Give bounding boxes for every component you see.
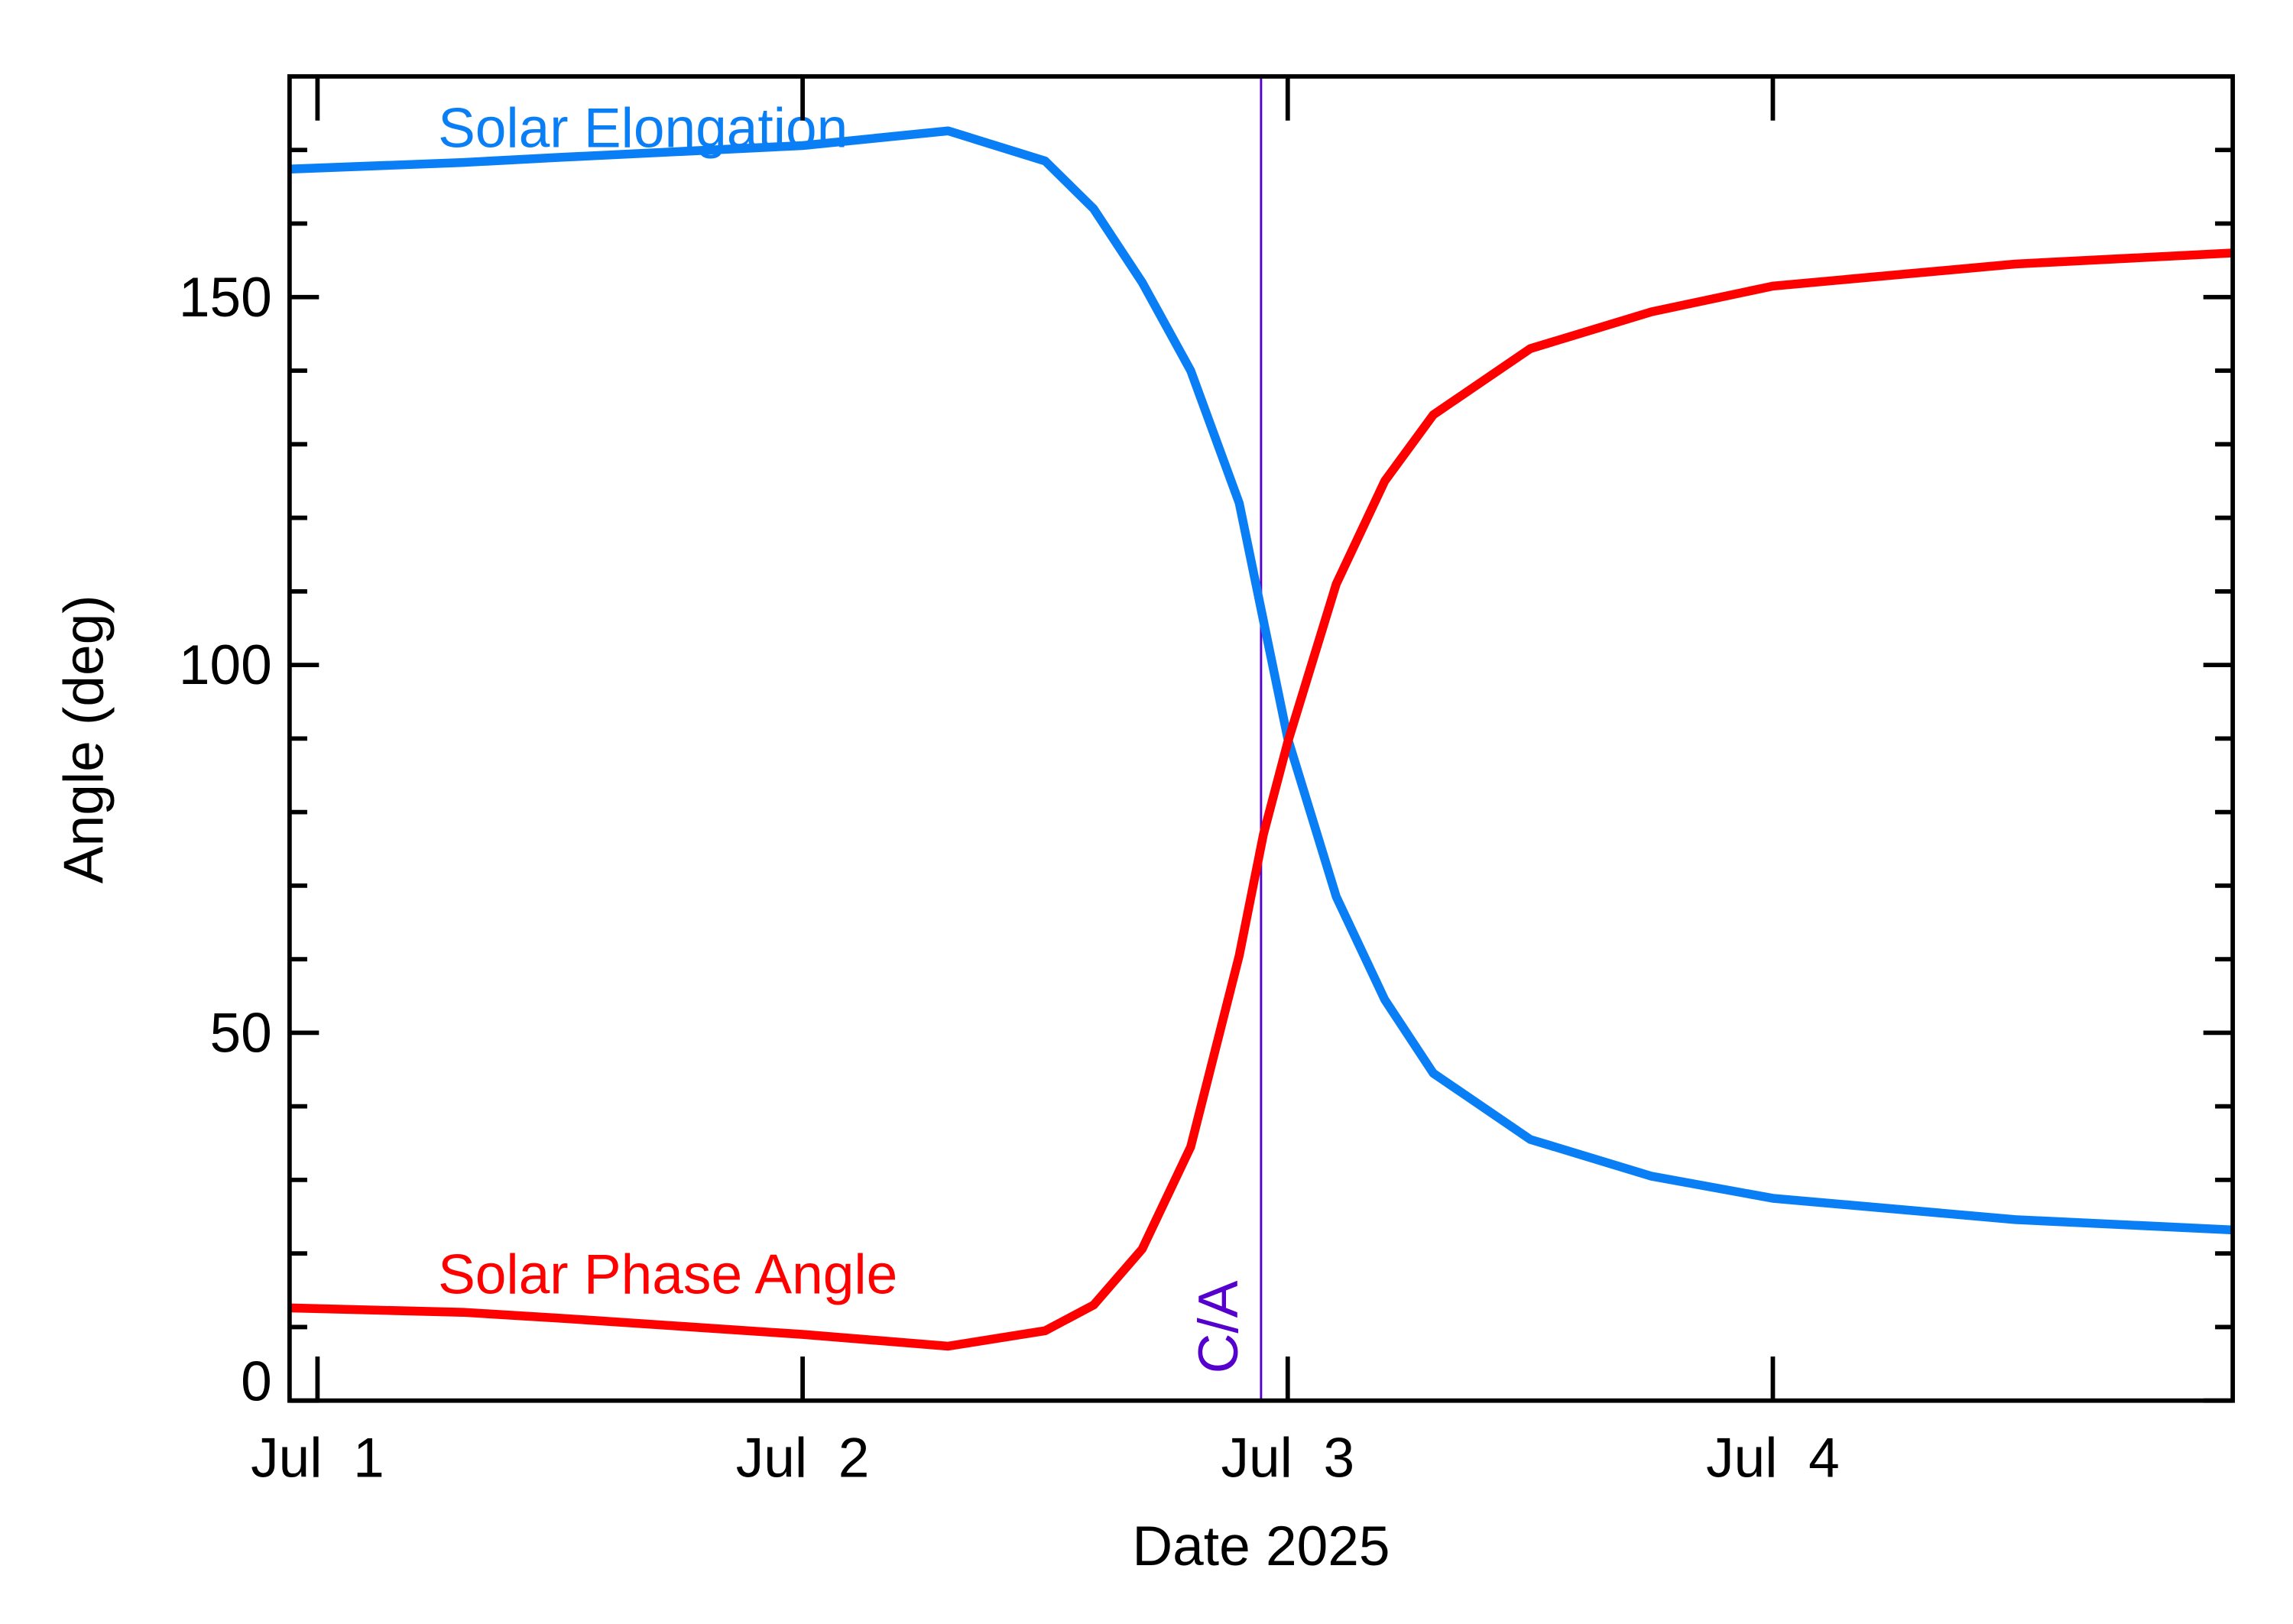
x-tick-label: Jul 1 — [251, 1428, 384, 1489]
series-label: Solar Elongation — [438, 97, 848, 159]
y-axis-label: Angle (deg) — [54, 595, 115, 883]
series-line — [289, 126, 2233, 1235]
x-tick-label: Jul 4 — [1706, 1428, 1840, 1489]
series-label: Solar Phase Angle — [438, 1243, 897, 1305]
y-tick-label: 50 — [209, 1002, 271, 1064]
x-tick-label: Jul 3 — [1221, 1428, 1354, 1489]
x-axis-label: Date 2025 — [1132, 1515, 1390, 1577]
series-line — [289, 248, 2233, 1351]
y-tick-label: 0 — [241, 1351, 272, 1413]
y-tick-label: 100 — [179, 634, 272, 696]
y-tick-label: 150 — [179, 267, 272, 329]
closest-approach-label: C/A — [1188, 1280, 1250, 1373]
x-tick-label: Jul 2 — [736, 1428, 870, 1489]
